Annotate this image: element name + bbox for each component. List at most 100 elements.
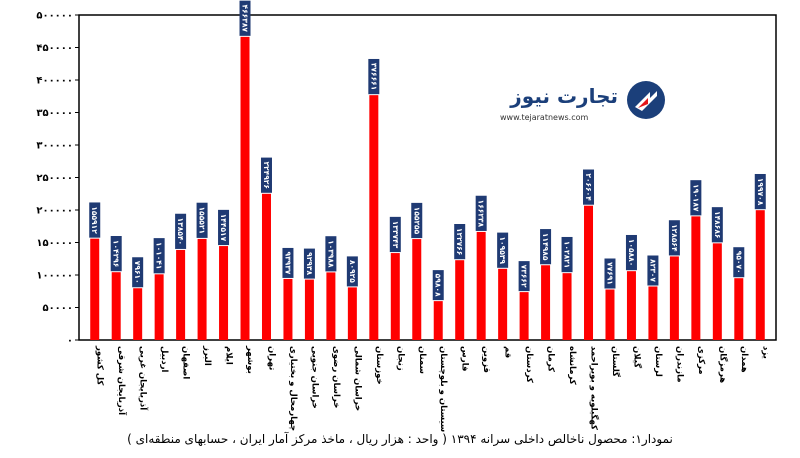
x-tick-label: تهران [266, 346, 276, 370]
data-label-box [132, 257, 144, 288]
data-label-box [690, 180, 702, 216]
x-tick-label: فارس [460, 346, 470, 371]
bar [412, 239, 422, 340]
x-tick-label: اردبیل [159, 346, 169, 373]
bar [304, 279, 314, 340]
x-tick-label: هرمزگان [717, 346, 728, 383]
data-label-box [454, 224, 466, 260]
data-label: ۹۲۹۳۸ [305, 252, 314, 275]
bar [455, 260, 465, 340]
bar [219, 246, 229, 340]
data-label: ۲۲۴۹۲۶ [262, 161, 271, 188]
data-label: ۱۶۶۲۳۸ [477, 200, 486, 228]
x-tick-label: قم [503, 346, 513, 358]
data-label: ۱۲۸۵۶۴ [670, 224, 679, 252]
bar [326, 272, 336, 340]
data-label-box [175, 213, 187, 249]
data-label-box [497, 232, 509, 268]
data-label: ۱۰۴۲۹۶ [112, 240, 121, 267]
x-tick-label: چهارمحال و بختیاری [288, 346, 298, 431]
data-label-box [346, 256, 358, 287]
y-tick-label: ۲۵۰۰۰۰ [36, 173, 73, 184]
x-tick-label: سمنان [417, 346, 427, 374]
y-axis: ۰ ۵۰۰۰۰ ۱۰۰۰۰۰ ۱۵۰۰۰۰ ۲۰۰۰۰۰ ۲۵۰۰۰۰ ۳۰۰۰۰۰ ۳۵۰۰… [36, 11, 79, 347]
x-tick-label: خراسان جنوبی [309, 346, 319, 409]
data-label-box [668, 220, 680, 256]
bar [584, 205, 594, 340]
x-tick-label: مازندران [674, 346, 684, 383]
x-tick-label: یزد [760, 346, 770, 359]
data-label-box [110, 236, 122, 272]
data-label: ۱۰۲۸۲۱ [563, 241, 572, 268]
bar [541, 265, 551, 340]
y-tick-label: ۵۰۰۰۰ [42, 303, 73, 314]
data-label-box [561, 236, 573, 273]
data-label-box [218, 209, 230, 246]
x-tick-label: البرز [202, 345, 212, 366]
data-label-box [432, 270, 444, 301]
tejaratnews-logo: تجارت نیوز www.tejaratnews.com [496, 78, 670, 128]
bar [390, 253, 400, 340]
data-label-box [754, 173, 766, 210]
x-tick-label: کردستان [524, 346, 534, 383]
data-label-box [604, 258, 616, 289]
bar [734, 278, 744, 340]
bar [261, 193, 271, 340]
logo-url-text: www.tejaratnews.com [500, 113, 589, 122]
x-tick-label: اصفهان [181, 346, 191, 379]
data-label: ۱۹۰۱۸۷ [691, 184, 700, 212]
bar [111, 272, 121, 340]
x-tick-label: کرمان [546, 346, 556, 372]
y-tick-label: ۳۵۰۰۰۰ [36, 108, 73, 119]
data-label: ۱۰۱۰۴۱ [155, 242, 164, 269]
x-axis: کل کشور آذربایجان شرقی آذربایجان غربی اردبی… [95, 345, 771, 432]
data-label-box [239, 0, 251, 36]
data-label: ۱۹۹۷۰۸ [756, 178, 765, 206]
data-label: ۵۹۸۰۸ [434, 274, 443, 297]
x-tick-label: همدان [739, 346, 749, 373]
data-label-box [325, 236, 337, 272]
logo-emblem-icon [627, 81, 665, 119]
data-label: ۸۲۳۰۷ [648, 259, 657, 282]
data-label: ۸۰۹۲۵ [348, 260, 357, 283]
data-label-box [583, 169, 595, 205]
data-label: ۹۳۹۳۷ [283, 251, 292, 274]
data-label: ۱۱۴۹۸۵ [541, 233, 550, 261]
y-tick-label: ۱۵۰۰۰۰ [36, 238, 73, 249]
x-tick-label: آذربایجان غربی [138, 346, 150, 411]
bar [176, 249, 186, 340]
data-label-box [411, 202, 423, 239]
data-label: ۱۴۸۶۸۶ [713, 211, 722, 238]
data-label-box [260, 157, 272, 193]
bar [90, 238, 100, 340]
y-tick-label: ۴۵۰۰۰۰ [36, 43, 73, 54]
x-tick-label: گیلان [631, 346, 642, 368]
data-label-box [518, 261, 530, 292]
bar [562, 273, 572, 340]
bars-group [90, 36, 765, 340]
data-label: ۷۷۶۹۱ [605, 262, 614, 285]
data-label-box [647, 255, 659, 286]
bar [498, 268, 508, 340]
x-tick-label: کهگیلویه و بویراحمد [589, 346, 600, 430]
data-label-box [733, 247, 745, 278]
y-tick-label: ۵۰۰۰۰۰ [36, 11, 73, 22]
x-tick-label: کرمانشاه [567, 346, 577, 385]
data-label: ۱۰۵۸۸۰ [627, 239, 636, 266]
y-tick-label: ۲۰۰۰۰۰ [36, 206, 73, 217]
bar [712, 243, 722, 340]
data-label: ۱۰۹۵۳۹ [498, 236, 507, 264]
data-label: ۹۵۰۷۰ [734, 251, 743, 274]
data-label: ۷۹۶۱۰ [133, 261, 142, 284]
data-label: ۴۶۶۳۸۷ [241, 5, 250, 33]
data-label-box [368, 58, 380, 95]
bar [755, 210, 765, 340]
data-labels-group: ۱۵۵۹۱۲ ۱۰۴۲۹۶ ۷۹۶۱۰ ۱۰۱۰۴۱ ۱۳۸۵۴۰ ۱۵۵۵۲۱ ۱۴۴۵۱… [89, 0, 766, 301]
data-label-box [625, 234, 637, 271]
x-tick-label: زنجان [395, 346, 405, 371]
bar [433, 301, 443, 340]
data-label-box [153, 238, 165, 274]
x-tick-label: قزوین [481, 346, 491, 373]
x-tick-label: خراسان شمالی [352, 346, 362, 411]
